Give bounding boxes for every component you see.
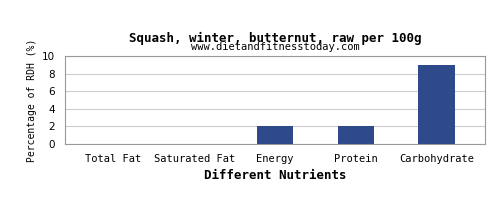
Bar <box>338 126 374 144</box>
Bar <box>418 65 454 144</box>
Text: Squash, winter, butternut, raw per 100g: Squash, winter, butternut, raw per 100g <box>129 31 421 45</box>
Text: www.dietandfitnesstoday.com: www.dietandfitnesstoday.com <box>190 42 360 52</box>
Title: Squash, winter, butternut, raw per 100g
www.dietandfitnesstoday.com: Squash, winter, butternut, raw per 100g … <box>0 199 1 200</box>
Y-axis label: Percentage of RDH (%): Percentage of RDH (%) <box>26 38 36 162</box>
Bar <box>257 126 293 144</box>
X-axis label: Different Nutrients: Different Nutrients <box>204 169 346 182</box>
